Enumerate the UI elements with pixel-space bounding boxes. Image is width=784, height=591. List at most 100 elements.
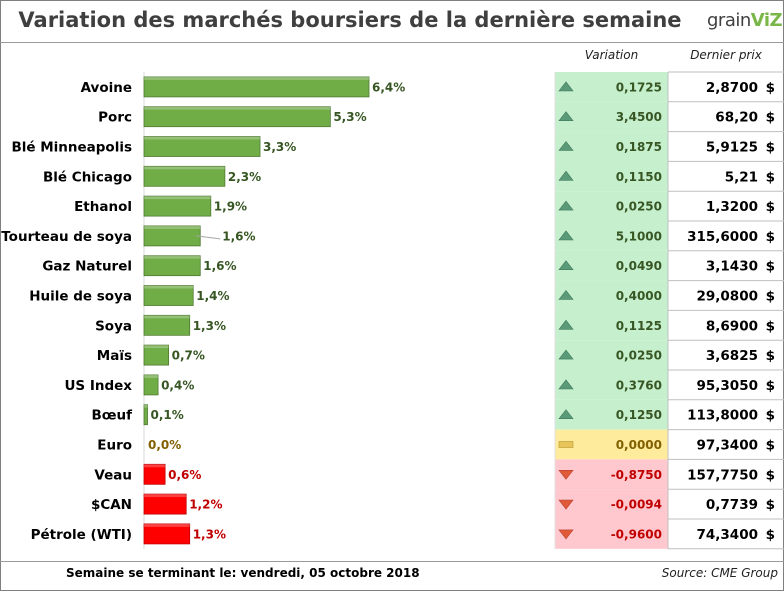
up-triangle-icon	[558, 319, 574, 330]
price-value: 315,6000	[687, 229, 758, 245]
up-triangle-icon	[558, 260, 574, 271]
data-bar	[143, 493, 187, 515]
up-triangle-icon	[558, 349, 574, 360]
category-label: Ethanol	[74, 199, 132, 215]
variation-cell	[555, 131, 668, 162]
variation-cell	[555, 72, 668, 102]
up-triangle-icon	[558, 111, 574, 121]
data-bar	[143, 255, 201, 277]
currency-symbol: $	[766, 259, 775, 275]
currency-symbol: $	[766, 80, 775, 96]
value-label: 3,3%	[263, 140, 296, 154]
title-divider	[0, 42, 784, 43]
category-label: $CAN	[91, 497, 132, 513]
category-label: Porc	[98, 110, 132, 126]
currency-symbol: $	[766, 378, 775, 394]
variation-value: 0,1125	[616, 319, 662, 333]
price-value: 68,20	[715, 110, 758, 126]
grainviz-logo: grainViZ	[707, 10, 783, 31]
up-triangle-icon	[558, 409, 574, 420]
bar-highlight	[144, 166, 225, 170]
down-triangle-icon	[558, 469, 574, 480]
currency-symbol: $	[766, 467, 775, 483]
bar-highlight	[144, 494, 187, 498]
variation-cell	[555, 191, 668, 221]
variation-value: 0,1250	[616, 408, 662, 422]
down-triangle-icon	[558, 499, 574, 510]
value-label: 0,6%	[168, 468, 201, 482]
bar-highlight	[144, 315, 190, 319]
variation-value: -0,8750	[611, 468, 662, 482]
bar-highlight	[144, 374, 159, 378]
category-label: Huile de soya	[29, 289, 132, 305]
value-label: 5,3%	[333, 110, 366, 124]
data-bar	[143, 136, 261, 157]
category-label: Maïs	[97, 348, 132, 364]
bar-highlight	[144, 196, 211, 200]
down-triangle-icon	[558, 529, 574, 540]
data-bar	[143, 344, 170, 366]
data-bar	[143, 404, 148, 426]
category-label: Blé Chicago	[43, 169, 132, 185]
category-label: US Index	[64, 378, 132, 394]
category-label: Gaz Naturel	[42, 259, 132, 275]
currency-symbol: $	[766, 199, 775, 215]
value-label: 6,4%	[372, 80, 405, 94]
data-bar	[143, 463, 166, 485]
category-label: Pétrole (WTI)	[31, 527, 132, 543]
price-value: 95,3050	[697, 378, 759, 394]
flat-dash-icon	[558, 441, 574, 448]
category-label: Avoine	[81, 80, 132, 96]
bar-highlight	[144, 523, 190, 527]
variation-value: 0,0250	[616, 200, 662, 214]
price-value: 5,21	[725, 169, 758, 185]
currency-symbol: $	[766, 408, 775, 424]
variation-cell	[555, 429, 668, 460]
bar-highlight	[144, 76, 369, 80]
variation-cell	[555, 519, 668, 549]
variation-value: 0,1875	[616, 140, 662, 154]
price-value: 8,6900	[706, 318, 758, 334]
data-bar	[143, 314, 191, 336]
currency-symbol: $	[766, 229, 775, 245]
currency-symbol: $	[766, 438, 775, 454]
currency-symbol: $	[766, 110, 775, 126]
value-label: 2,3%	[228, 170, 261, 184]
price-value: 3,1430	[706, 259, 758, 275]
variation-column-header: Variation	[584, 48, 639, 62]
bar-highlight	[144, 345, 169, 349]
variation-value: 0,0490	[616, 259, 662, 273]
currency-symbol: $	[766, 348, 775, 364]
variation-cell	[555, 370, 668, 400]
variation-cell	[555, 161, 668, 192]
value-label: 1,3%	[193, 527, 226, 541]
data-bar	[143, 374, 159, 396]
variation-value: -0,9600	[611, 527, 662, 541]
up-triangle-icon	[558, 200, 574, 211]
variation-cell	[555, 280, 668, 311]
up-triangle-icon	[558, 170, 574, 181]
price-value: 29,0800	[697, 289, 759, 305]
value-label: 0,1%	[151, 408, 184, 422]
variation-cell	[555, 399, 668, 430]
category-label: Blé Minneapolis	[11, 140, 132, 156]
value-label: 0,0%	[148, 438, 181, 452]
logo-prefix: grain	[707, 10, 751, 31]
value-label: 1,6%	[203, 259, 236, 273]
data-bar	[143, 285, 194, 306]
variation-cell	[555, 459, 668, 490]
category-label: Euro	[97, 438, 132, 454]
value-label: 0,7%	[172, 349, 205, 363]
bar-highlight	[144, 136, 261, 140]
up-triangle-icon	[558, 141, 574, 151]
price-value: 1,3200	[706, 199, 758, 215]
currency-symbol: $	[766, 527, 775, 543]
currency-symbol: $	[766, 140, 775, 156]
currency-symbol: $	[766, 289, 775, 305]
value-label: 1,6%	[222, 229, 255, 243]
variation-cell	[555, 340, 668, 370]
up-triangle-icon	[558, 230, 574, 241]
price-value: 113,8000	[687, 408, 758, 424]
value-label: 1,9%	[214, 200, 247, 214]
